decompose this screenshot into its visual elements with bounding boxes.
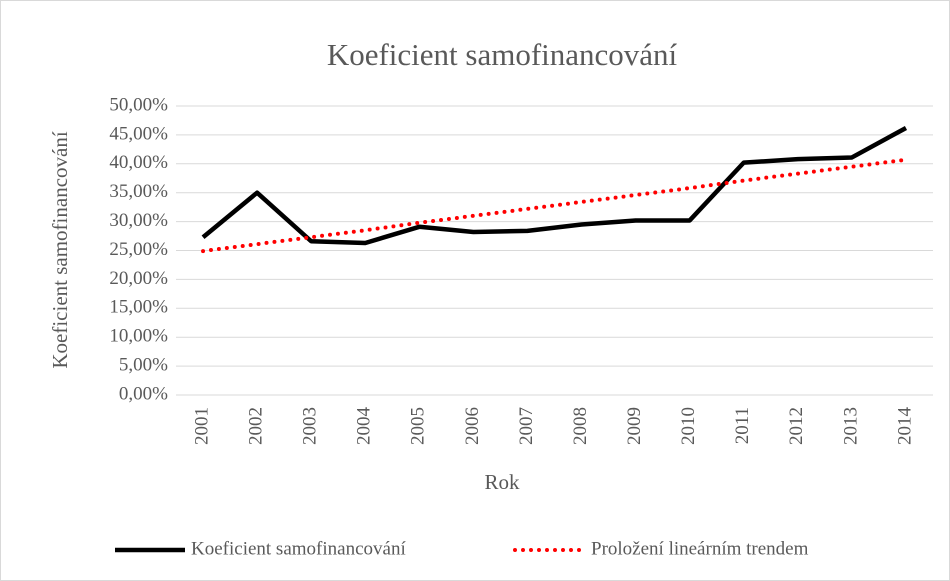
y-tick-label: 50,00% <box>109 94 168 115</box>
line-series <box>201 125 908 246</box>
x-tick-label: 2009 <box>624 407 645 445</box>
x-tick-label: 2012 <box>786 407 807 445</box>
y-tick-label: 20,00% <box>109 268 168 289</box>
legend-label: Koeficient samofinancování <box>191 538 406 559</box>
x-tick-label: 2003 <box>300 407 321 445</box>
y-tick-label: 10,00% <box>109 326 168 347</box>
y-tick-label: 40,00% <box>109 152 168 173</box>
x-tick-label: 2002 <box>245 407 266 445</box>
x-tick-label: 2013 <box>840 407 861 445</box>
x-tick-label: 2001 <box>191 407 212 445</box>
x-tick-label: 2008 <box>570 407 591 445</box>
x-tick-label: 2010 <box>678 407 699 445</box>
y-tick-label: 45,00% <box>109 123 168 144</box>
y-axis-title: Koeficient samofinancování <box>48 131 72 368</box>
y-tick-label: 5,00% <box>119 354 168 375</box>
y-tick-label: 25,00% <box>109 239 168 260</box>
x-tick-label: 2004 <box>354 407 375 446</box>
chart-title: Koeficient samofinancování <box>327 37 678 72</box>
y-tick-label: 0,00% <box>119 383 168 404</box>
x-tick-label: 2005 <box>408 407 429 445</box>
x-axis-title: Rok <box>484 470 520 494</box>
legend-label: Proložení lineárním trendem <box>591 538 809 559</box>
y-tick-label: 35,00% <box>109 181 168 202</box>
y-tick-label: 15,00% <box>109 297 168 318</box>
x-tick-label: 2011 <box>732 407 753 444</box>
x-tick-label: 2007 <box>516 407 537 445</box>
y-tick-label: 30,00% <box>109 210 168 231</box>
line-series <box>201 157 908 254</box>
x-tick-label: 2014 <box>894 407 915 446</box>
x-tick-label: 2006 <box>462 407 483 445</box>
